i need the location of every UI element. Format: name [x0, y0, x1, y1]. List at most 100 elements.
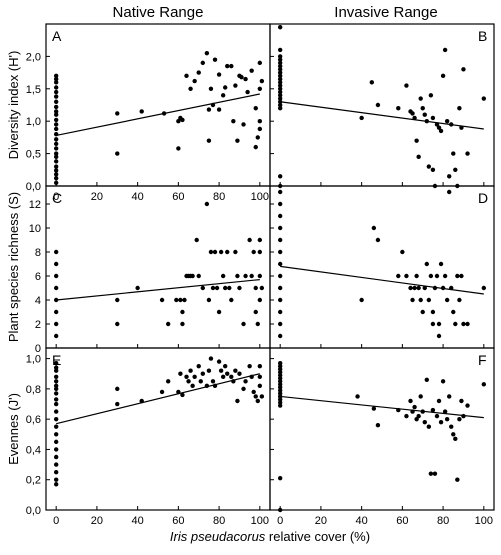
- data-point: [253, 106, 258, 111]
- data-point: [481, 96, 487, 101]
- data-point: [449, 285, 454, 291]
- data-point: [176, 389, 181, 395]
- data-point: [438, 261, 444, 267]
- data-point: [359, 297, 364, 303]
- data-point: [257, 297, 263, 303]
- data-point: [200, 285, 205, 291]
- data-point: [428, 471, 434, 476]
- data-point: [277, 106, 283, 111]
- panel-e: 0,0 0,2 0,4 0,6 0,8 1,0 0 20 40 60 80 100 E Evennes (…: [6, 347, 271, 527]
- data-point: [53, 469, 59, 475]
- data-point: [277, 388, 283, 393]
- data-point: [434, 273, 440, 279]
- y-tick-label: 0,2: [26, 475, 41, 487]
- data-point: [277, 285, 283, 291]
- data-point: [426, 424, 432, 429]
- data-point: [53, 447, 59, 452]
- data-point: [200, 60, 205, 66]
- data-point: [53, 159, 59, 164]
- y-tick-label: 6: [35, 271, 41, 283]
- x-tick-label: 20: [315, 515, 327, 527]
- data-point: [53, 391, 59, 396]
- data-point: [424, 119, 429, 124]
- data-point: [426, 164, 432, 169]
- data-point: [436, 333, 442, 339]
- data-point: [396, 106, 401, 111]
- trend-line: [56, 279, 260, 301]
- data-point: [253, 309, 258, 315]
- data-point: [257, 86, 263, 92]
- data-point: [53, 80, 59, 85]
- data-point: [233, 368, 238, 373]
- data-point: [53, 146, 59, 151]
- data-point: [420, 409, 425, 414]
- data-point: [206, 368, 212, 373]
- data-point: [434, 413, 440, 419]
- data-point: [210, 102, 216, 108]
- data-point: [459, 125, 464, 130]
- data-point: [235, 398, 240, 404]
- panel-b: B: [269, 23, 495, 189]
- data-point: [53, 454, 59, 460]
- data-point: [159, 389, 165, 395]
- data-point: [53, 126, 59, 132]
- data-point: [229, 297, 234, 303]
- data-point: [53, 112, 59, 117]
- data-point: [277, 507, 283, 513]
- data-point: [277, 86, 283, 92]
- x-tick-label: 60: [172, 191, 184, 203]
- data-point: [277, 60, 283, 66]
- data-point: [255, 135, 260, 140]
- data-point: [53, 109, 59, 114]
- data-point: [428, 273, 434, 279]
- data-point: [229, 374, 234, 379]
- data-point: [220, 273, 226, 279]
- data-point: [210, 285, 216, 291]
- data-point: [420, 309, 425, 315]
- data-point: [371, 225, 377, 231]
- data-point: [277, 261, 283, 267]
- x-tick-label: 20: [91, 515, 103, 527]
- data-point: [253, 144, 258, 150]
- data-point: [277, 373, 283, 378]
- y-tick-label: 2,0: [26, 51, 41, 63]
- x-tick-label: 80: [213, 191, 225, 203]
- data-point: [178, 371, 183, 376]
- data-point: [53, 154, 59, 160]
- data-point: [277, 93, 283, 98]
- data-point: [277, 391, 283, 396]
- column-titles: Native Range Invasive Range: [113, 4, 438, 21]
- x-tick-label: 0: [53, 191, 59, 203]
- data-point: [206, 107, 212, 112]
- data-point: [231, 119, 236, 124]
- data-point: [451, 432, 456, 437]
- data-point: [422, 419, 427, 425]
- data-point: [428, 93, 434, 98]
- data-point: [216, 107, 222, 112]
- data-point: [176, 146, 181, 151]
- panel-f: 0 20 40 60 80 100 F: [269, 347, 495, 527]
- data-point: [369, 80, 375, 85]
- data-point: [243, 273, 248, 279]
- data-point: [180, 117, 185, 123]
- data-point: [159, 297, 165, 303]
- data-point: [249, 68, 254, 73]
- data-point: [277, 370, 283, 375]
- data-point: [257, 249, 263, 255]
- data-point: [436, 125, 442, 130]
- data-point: [53, 333, 59, 339]
- data-point: [277, 394, 283, 399]
- data-point: [447, 189, 452, 195]
- data-point: [231, 379, 236, 384]
- data-point: [235, 138, 240, 143]
- data-point: [277, 47, 283, 53]
- data-point: [247, 237, 252, 243]
- data-point: [192, 374, 197, 379]
- data-point: [277, 73, 283, 79]
- data-point: [53, 168, 59, 173]
- data-point: [53, 397, 59, 402]
- data-point: [227, 285, 232, 291]
- data-point: [190, 383, 195, 389]
- x-tick-label: 0: [277, 515, 283, 527]
- x-tick-label: 60: [396, 515, 408, 527]
